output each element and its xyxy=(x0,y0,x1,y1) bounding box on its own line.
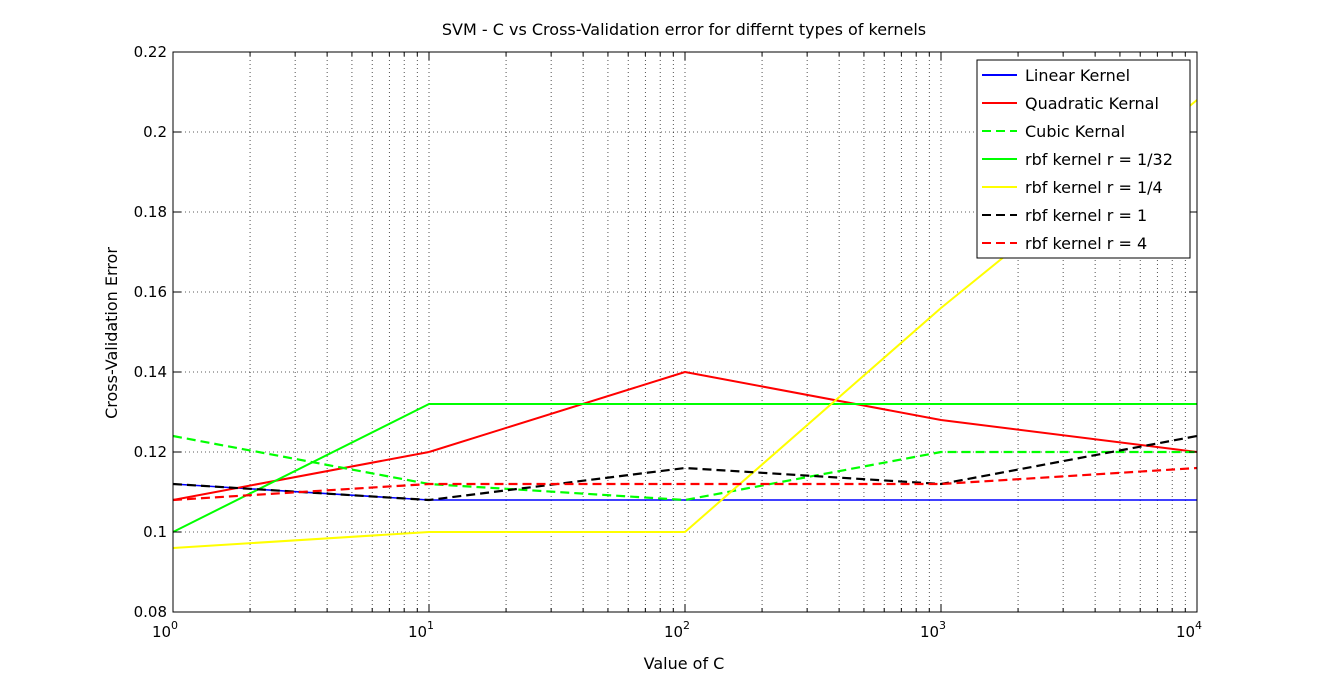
x-tick-label-exponent: 2 xyxy=(683,619,690,632)
x-tick-label-exponent: 3 xyxy=(939,619,946,632)
y-tick-label: 0.12 xyxy=(134,443,167,461)
x-tick-label: 104 xyxy=(1176,619,1202,641)
x-tick-label: 100 xyxy=(152,619,178,641)
legend: Linear Kernel Quadratic Kernal Cubic Kerna… xyxy=(976,59,1191,259)
legend-entry: rbf kernel r = 1/32 xyxy=(1025,150,1173,169)
y-axis-label: Cross-Validation Error xyxy=(102,247,121,419)
x-tick-label: 102 xyxy=(664,619,690,641)
x-tick-label: 101 xyxy=(408,619,434,641)
x-tick-label-exponent: 1 xyxy=(427,619,434,632)
x-tick-label-exponent: 4 xyxy=(1195,619,1202,632)
x-tick-label: 103 xyxy=(920,619,946,641)
legend-entry: Cubic Kernal xyxy=(1025,122,1125,141)
legend-entry: Quadratic Kernal xyxy=(1025,94,1159,113)
x-tick-label-base: 10 xyxy=(1176,623,1195,641)
y-tick-label: 0.1 xyxy=(143,523,167,541)
y-tick-label: 0.08 xyxy=(134,603,167,621)
series-line xyxy=(172,466,1198,502)
y-tick-label: 0.2 xyxy=(143,123,167,141)
x-tick-label-base: 10 xyxy=(152,623,171,641)
x-axis-label: Value of C xyxy=(644,654,725,673)
chart-title: SVM - C vs Cross-Validation error for di… xyxy=(442,20,926,39)
legend-entry: rbf kernel r = 1/4 xyxy=(1025,178,1163,197)
y-tick-label: 0.14 xyxy=(134,363,167,381)
legend-entry: rbf kernel r = 4 xyxy=(1025,234,1147,253)
x-tick-label-exponent: 0 xyxy=(171,619,178,632)
series-line xyxy=(172,434,1197,502)
legend-entry: rbf kernel r = 1 xyxy=(1025,206,1147,225)
y-tick-label: 0.18 xyxy=(134,203,167,221)
x-tick-label-base: 10 xyxy=(920,623,939,641)
series-line xyxy=(172,434,1198,502)
legend-entry: Linear Kernel xyxy=(1025,66,1130,85)
grid-lines xyxy=(173,52,1197,612)
x-tick-label-base: 10 xyxy=(408,623,427,641)
axis-ticks: 100 101 102 103 1040.080.10.120.140.160.180.… xyxy=(134,43,1202,641)
series-line xyxy=(172,403,1197,533)
y-tick-label: 0.22 xyxy=(134,43,167,61)
x-tick-label-base: 10 xyxy=(664,623,683,641)
y-tick-label: 0.16 xyxy=(134,283,167,301)
